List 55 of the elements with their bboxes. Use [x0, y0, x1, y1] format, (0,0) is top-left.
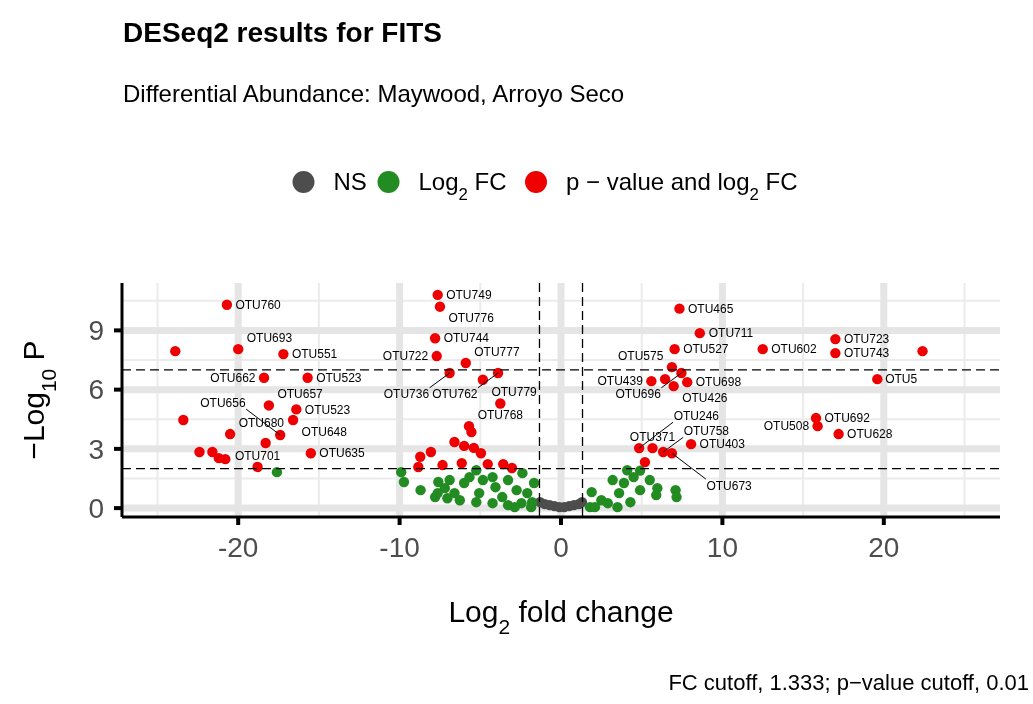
annotation: OTU749: [446, 288, 492, 303]
annotation: OTU744: [443, 331, 490, 346]
annotation: OTU246: [673, 408, 720, 423]
annotation: OTU693: [246, 330, 293, 345]
annotation: OTU711: [708, 326, 754, 341]
annotation: OTU575: [618, 348, 664, 363]
annotation: OTU551: [291, 347, 338, 362]
annotation: OTU656: [200, 395, 246, 410]
x-tick-label: 20: [868, 532, 900, 563]
annotation: OTU701: [234, 448, 281, 463]
x-tick-label: -20: [217, 532, 259, 563]
annotation: OTU696: [615, 387, 662, 402]
annotation: OTU698: [695, 375, 742, 390]
y-tick-label: 9: [88, 315, 104, 347]
legend-label: NS: [333, 168, 367, 195]
y-tick-label: 6: [88, 374, 104, 406]
annotation: OTU465: [687, 301, 734, 316]
annotation: OTU762: [432, 387, 478, 402]
annotation: OTU776: [448, 311, 495, 326]
annotation: OTU527: [683, 342, 729, 357]
legend-label: p − value and log$_{2}$ FC: [566, 168, 798, 204]
annotation: OTU602: [771, 342, 817, 357]
annotation: OTU523: [316, 370, 362, 385]
x-tick-label: 10: [706, 532, 738, 563]
text: FC cutoff, 1.333; p−value cutoff, 0.01: [668, 670, 1029, 695]
annotation: OTU777: [474, 344, 520, 359]
annotation: OTU657: [277, 387, 324, 402]
annotation: OTU758: [683, 424, 730, 439]
legend-label: Log$_{2}$ FC: [418, 168, 507, 204]
chart-subtitle: Differential Abundance: Maywood, Arroyo Seco: [123, 80, 625, 107]
x-axis-title: Log$_{2}$ fold change: [448, 595, 674, 638]
annotation: OTU736: [383, 387, 430, 402]
annotation: OTU523: [304, 402, 351, 417]
annotation: OTU648: [301, 424, 348, 439]
annotation: OTU768: [477, 408, 524, 423]
annotation: OTU403: [699, 437, 746, 452]
annotation: OTU662: [210, 370, 256, 385]
chart-title: DESeq2 results for FITS: [123, 17, 442, 48]
annotation: OTU635: [319, 446, 366, 461]
x-tick-label: 0: [553, 532, 569, 563]
annotation: OTU722: [382, 349, 429, 364]
annotation: OTU760: [235, 297, 282, 312]
x-tick-label: -10: [379, 532, 420, 563]
annotation: OTU779: [491, 384, 538, 399]
annotation: OTU692: [824, 411, 871, 426]
annotation: OTU439: [597, 374, 644, 389]
annotation: OTU5: [885, 372, 918, 387]
y-tick-label: 3: [88, 433, 104, 465]
annotation: OTU723: [843, 332, 890, 347]
annotation: OTU743: [843, 346, 890, 361]
annotation: OTU673: [706, 478, 753, 493]
annotation: OTU508: [763, 419, 810, 434]
annotation: OTU628: [847, 427, 893, 442]
y-tick-label: 0: [88, 492, 104, 524]
annotation: OTU426: [682, 390, 728, 405]
